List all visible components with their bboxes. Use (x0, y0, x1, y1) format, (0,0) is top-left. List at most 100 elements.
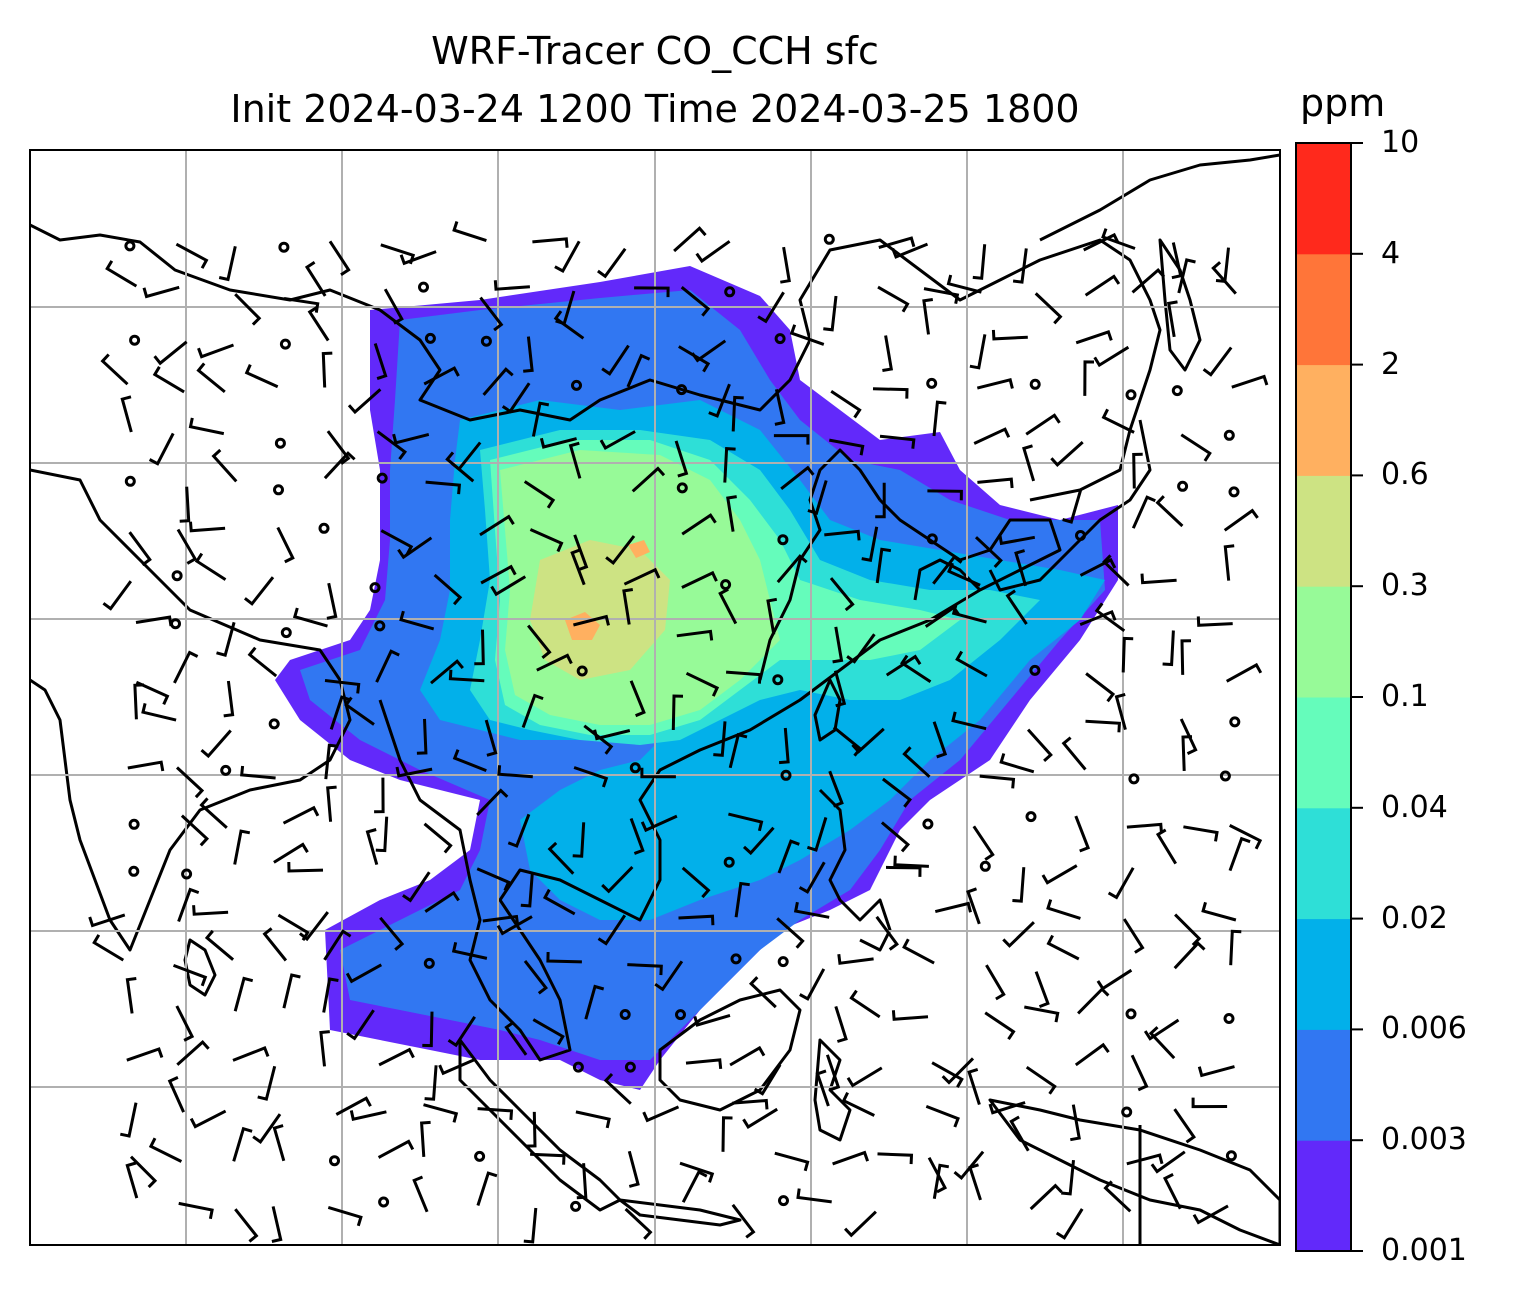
wind-barb (323, 451, 356, 480)
wind-barb (972, 244, 987, 280)
calm-wind-circle (170, 618, 181, 630)
wind-barb (832, 1150, 870, 1166)
calm-wind-circle (220, 764, 232, 776)
wind-barb (951, 711, 987, 731)
plot-title-line2: Init 2024-03-24 1200 Time 2024-03-25 180… (230, 87, 1080, 131)
wind-barb (1022, 444, 1036, 482)
wind-barb (423, 366, 460, 386)
wind-barb (1070, 1104, 1081, 1142)
wind-barb (891, 1010, 929, 1021)
wind-barb (1132, 452, 1143, 489)
colorbar-tick-label: 0.02 (1381, 900, 1448, 936)
wind-barb (778, 727, 790, 765)
wind-barb (631, 466, 666, 493)
wind-barb (287, 861, 324, 873)
wind-barb (553, 310, 585, 340)
colorbar-swatch (1296, 697, 1351, 809)
calm-wind-circle (772, 674, 784, 686)
wind-barb (1061, 1159, 1075, 1196)
wind-barb (376, 430, 408, 460)
wind-barb (292, 607, 328, 628)
calm-wind-circle (329, 1155, 340, 1167)
wind-barb (476, 788, 509, 816)
wind-barb (1093, 345, 1130, 368)
wind-barb (671, 694, 684, 731)
wind-barb (479, 514, 515, 537)
wind-barb (1173, 1108, 1196, 1144)
colorbar-tick-label: 0.1 (1381, 679, 1429, 714)
wind-barb (211, 448, 238, 483)
calm-wind-circle (1075, 530, 1086, 541)
calm-wind-circle (777, 956, 789, 968)
wind-barb (105, 260, 138, 288)
wind-barb (232, 1046, 270, 1062)
wind-barb (416, 718, 428, 755)
calm-wind-circle (926, 533, 938, 545)
wind-barb (438, 1058, 475, 1076)
wind-barb (1126, 1153, 1164, 1166)
wind-barb (326, 430, 351, 465)
wind-barb (824, 529, 861, 541)
calm-wind-circle (1223, 429, 1235, 441)
calm-wind-circle (823, 233, 835, 245)
wind-barb (126, 1047, 164, 1062)
wind-barb (681, 866, 711, 899)
calm-wind-circle (181, 868, 193, 880)
wind-barb (176, 528, 198, 565)
wind-barb (1083, 232, 1120, 252)
wind-barb (572, 822, 586, 858)
wind-barb (673, 226, 707, 253)
wind-barb (773, 434, 810, 445)
wind-barb (1155, 495, 1184, 528)
wind-barb (335, 1096, 372, 1116)
wind-barb (273, 842, 309, 864)
wind-barb (377, 1139, 415, 1159)
calm-wind-circle (570, 1200, 582, 1212)
calm-wind-circle (724, 286, 736, 298)
wind-barb (601, 865, 634, 894)
wind-barb (967, 1067, 981, 1106)
wind-barb (365, 828, 379, 866)
wind-barb (774, 1151, 810, 1172)
calm-wind-circle (572, 1061, 584, 1073)
coastline-india (30, 468, 352, 952)
wind-barb (88, 913, 126, 928)
wind-barb (846, 1066, 883, 1088)
calm-wind-circle (926, 377, 938, 389)
wind-barb (999, 753, 1035, 774)
wind-barb (1191, 1097, 1228, 1109)
wind-barb (501, 382, 531, 414)
wind-barb (1121, 636, 1134, 673)
wind-barb (623, 567, 661, 586)
calm-wind-circle (378, 1196, 390, 1208)
coastline-sulawesi (813, 1038, 852, 1142)
colorbar-swatch (1296, 364, 1351, 476)
wind-barb (1074, 1042, 1110, 1067)
wind-barb (523, 1207, 538, 1244)
wind-barb (931, 1061, 964, 1088)
wind-barb (902, 938, 935, 965)
wind-barb (849, 989, 881, 1019)
calm-wind-circle (1219, 770, 1231, 782)
calm-wind-circle (369, 582, 381, 594)
wind-barb (798, 861, 826, 894)
wind-barb (1225, 662, 1263, 683)
wind-barb (823, 295, 838, 332)
wind-barb (234, 1208, 259, 1243)
wind-barb (1046, 934, 1080, 961)
wind-barb (879, 434, 916, 449)
wind-barb (448, 669, 485, 683)
wind-barb (584, 984, 605, 1020)
wind-barb (846, 633, 876, 664)
wind-barb (998, 534, 1036, 546)
calm-wind-circle (629, 762, 641, 774)
wind-barb (932, 400, 947, 437)
wind-barb (1231, 374, 1269, 389)
wind-barb (476, 1171, 498, 1206)
wind-barb (776, 917, 805, 949)
wind-barb (102, 580, 133, 611)
wind-barb (1180, 433, 1212, 462)
wind-barb (718, 587, 738, 625)
wind-barb (674, 440, 689, 478)
